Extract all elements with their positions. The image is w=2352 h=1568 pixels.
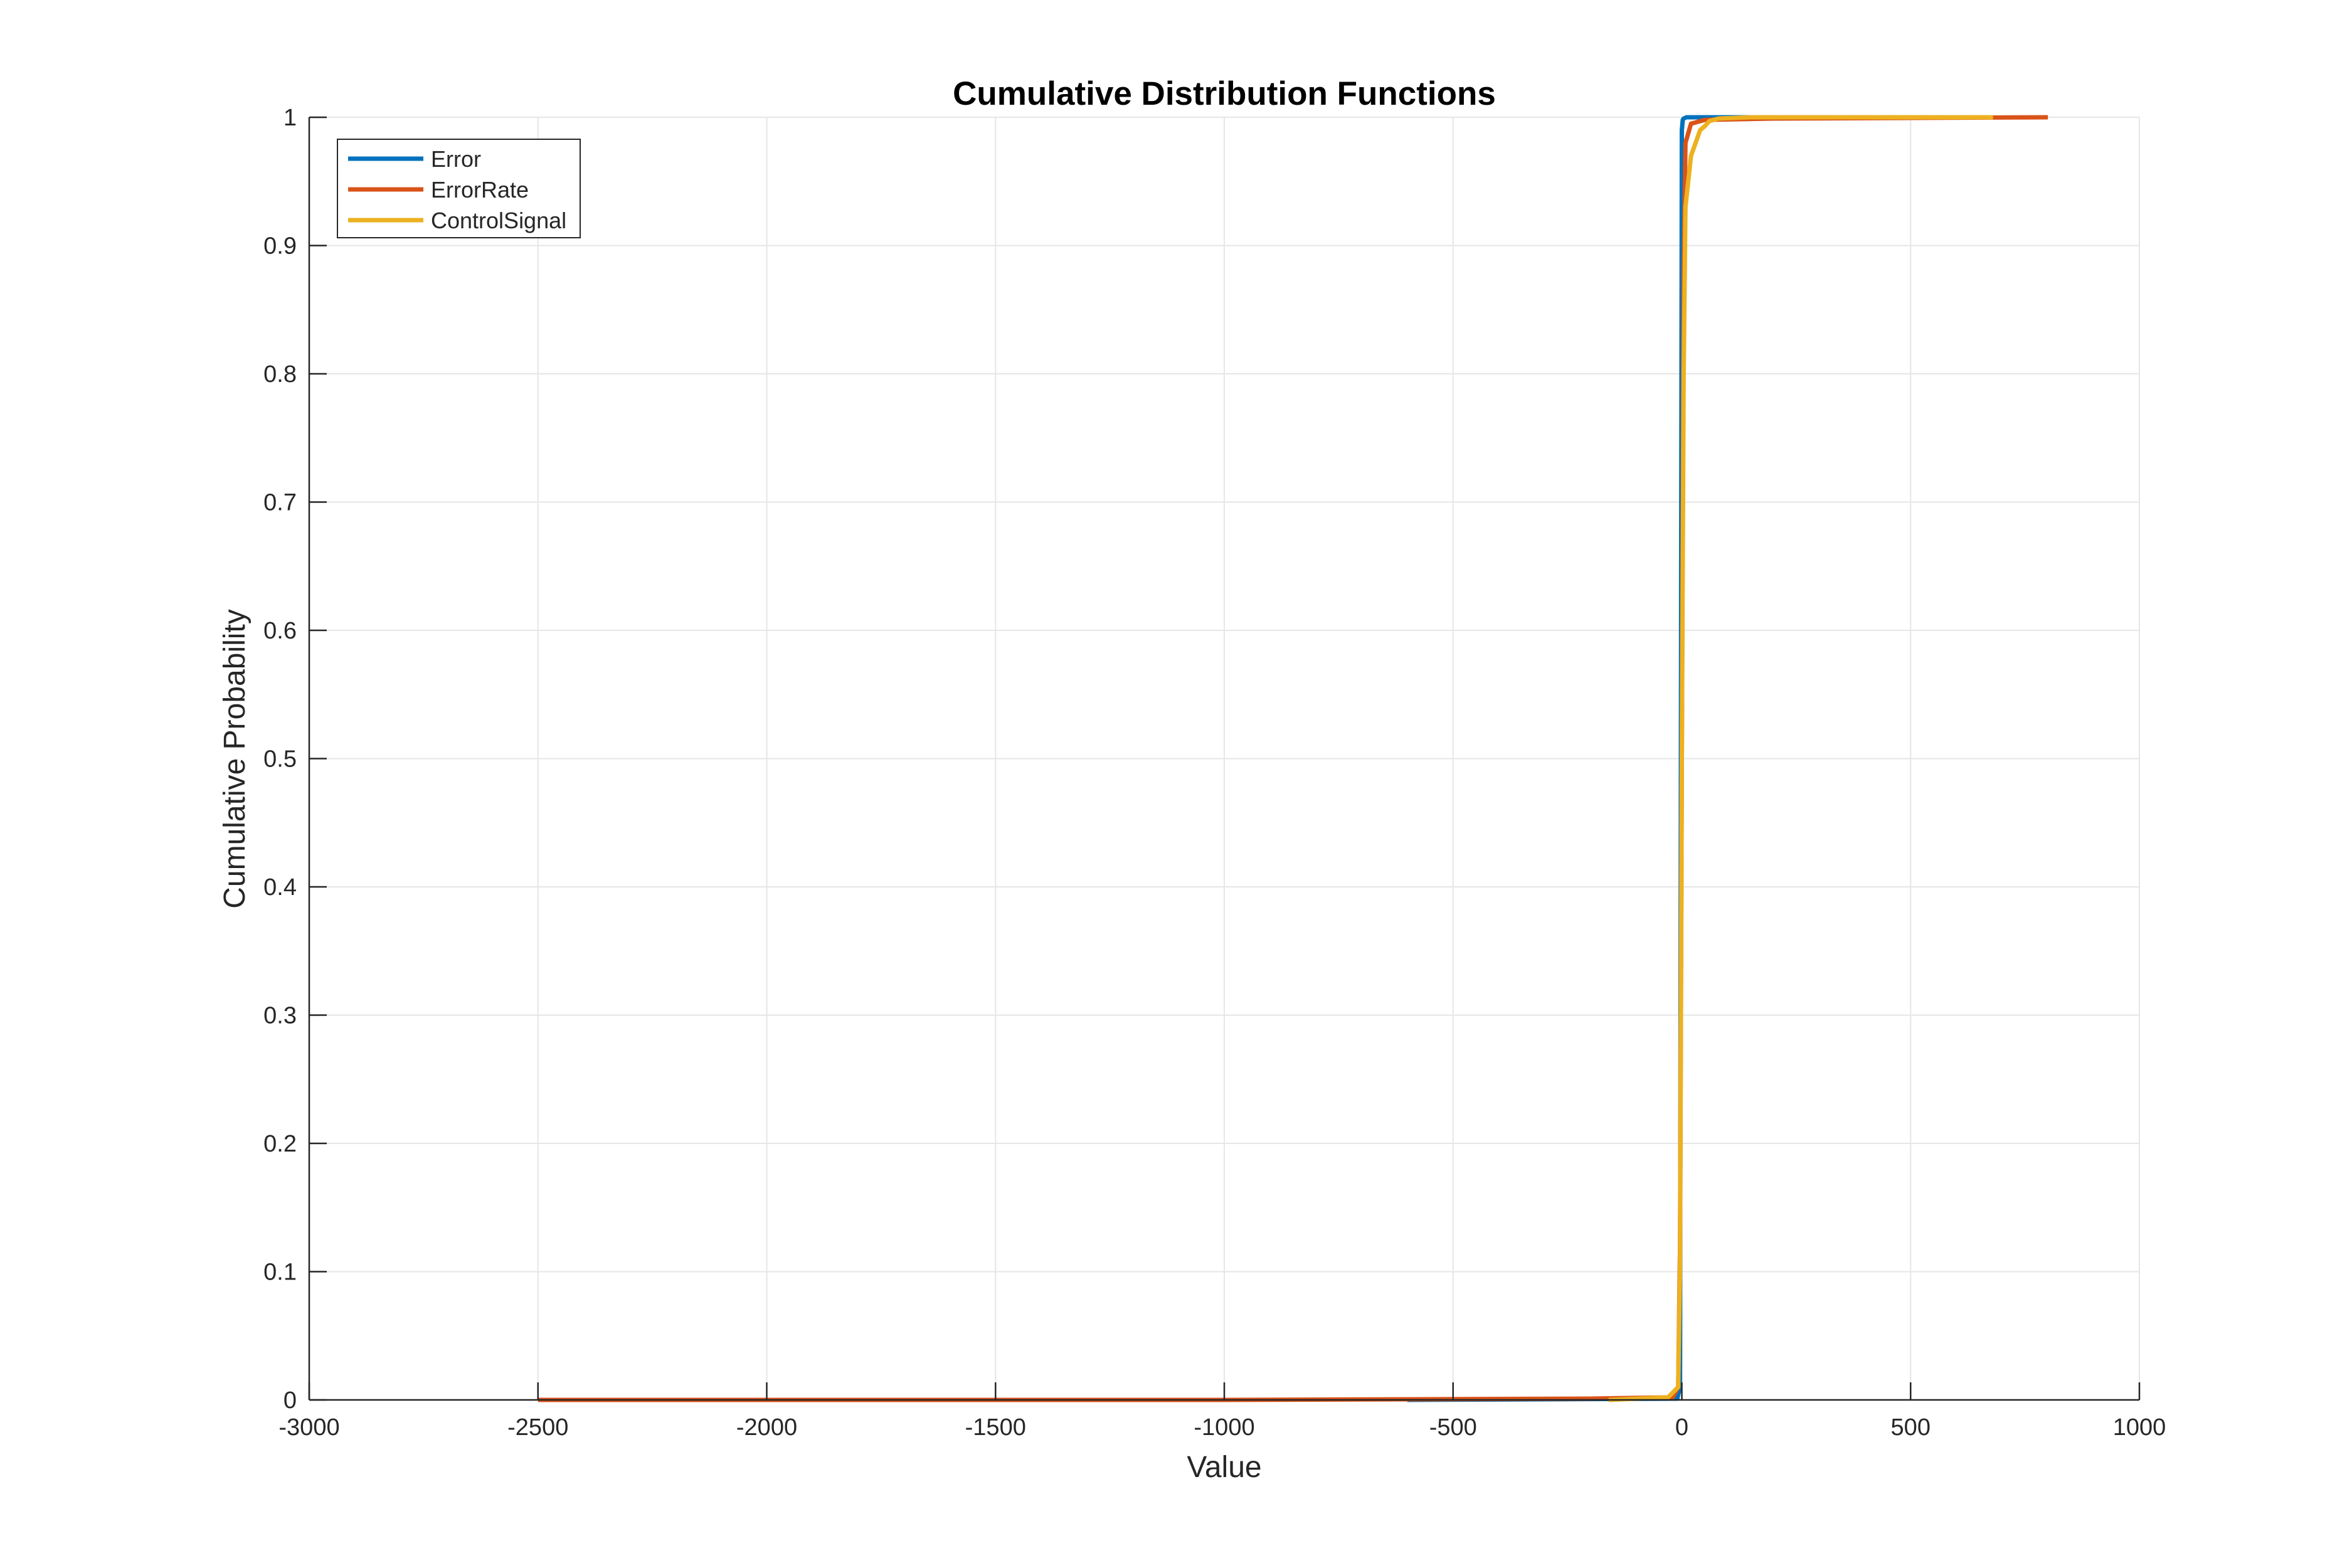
series-lines	[538, 115, 2048, 1402]
y-tick-label: 1	[283, 105, 297, 131]
legend-label-error: Error	[431, 146, 481, 172]
x-tick-label: 500	[1891, 1414, 1931, 1441]
y-axis-label: Cumulative Probability	[218, 609, 252, 909]
y-tick-label: 0.7	[263, 490, 297, 516]
x-tick-label: -3000	[278, 1414, 339, 1441]
axes	[308, 116, 2141, 1401]
x-tick-label: -1500	[965, 1414, 1026, 1441]
chart-title: Cumulative Distribution Functions	[953, 75, 1496, 112]
x-tick-label: -2000	[736, 1414, 797, 1441]
legend-label-controlsignal: ControlSignal	[431, 208, 566, 233]
x-tick-label: -1000	[1194, 1414, 1254, 1441]
series-line-controlsignal	[1608, 115, 1993, 1402]
x-axis-label: Value	[1187, 1451, 1261, 1484]
y-tick-label: 0.8	[263, 361, 297, 388]
x-tick-label: 1000	[2113, 1414, 2166, 1441]
y-tick-label: 0.2	[263, 1131, 297, 1157]
y-tick-label: 0.9	[263, 233, 297, 260]
series-line-error	[1407, 115, 1957, 1402]
y-tick-label: 0	[283, 1387, 297, 1414]
x-tick-label: -500	[1429, 1414, 1477, 1441]
tick-labels: -3000 -2500 -2000 -1500 -1000 -500 0 500 1000 0 0.…	[263, 105, 2166, 1441]
y-tick-label: 0.6	[263, 618, 297, 644]
x-tick-label: 0	[1675, 1414, 1688, 1441]
y-tick-label: 0.4	[263, 874, 297, 901]
legend: Error ErrorRate ControlSignal	[337, 139, 581, 238]
legend-label-errorrate: ErrorRate	[431, 177, 529, 203]
y-tick-label: 0.1	[263, 1259, 297, 1286]
y-tick-label: 0.3	[263, 1003, 297, 1029]
y-tick-label: 0.5	[263, 746, 297, 773]
x-tick-label: -2500	[507, 1414, 568, 1441]
